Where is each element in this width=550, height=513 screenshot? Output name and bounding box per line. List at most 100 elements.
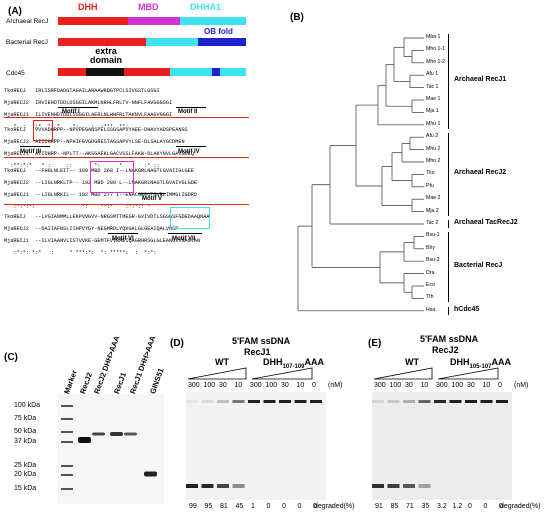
align-block-1: TkoRECJ IRLISRFDADGTAGAILARAAWRDGTPCLSIV… xyxy=(4,82,172,136)
cdc45-ob-bar xyxy=(212,68,220,76)
align-line: MjaRECJ1 --ILVIAANVLISTVVKE-GEMTFVVEAEIQ… xyxy=(4,238,201,244)
motif-4-underline xyxy=(176,146,206,147)
motif-7-underline xyxy=(168,233,202,234)
tree-leaf-label: Dra xyxy=(426,269,435,276)
red-line-3 xyxy=(4,204,249,205)
panel-d-mut: DHH107-109AAA xyxy=(263,357,324,370)
tree-leaf-label: Mba 1 xyxy=(426,34,441,40)
panel-d-mut-suffix: AAA xyxy=(304,357,325,367)
clade-label: hCdc45 xyxy=(454,305,480,313)
product-band xyxy=(387,484,400,488)
panel-d-degraded-label: degraded(%) xyxy=(314,503,355,510)
dhh-label: DHH xyxy=(78,2,98,12)
panel-b-label: (B) xyxy=(290,12,304,23)
conc-label: 100 xyxy=(389,382,402,389)
panel-e-title-2: RecJ2 xyxy=(432,345,459,355)
substrate-band xyxy=(465,400,477,403)
conc-label: 100 xyxy=(203,382,216,389)
marker-label: 15 kDa xyxy=(14,485,37,492)
substrate-band xyxy=(372,400,384,403)
tree-leaf-label: Tth xyxy=(426,294,434,301)
clade-label: Archaeal RecJ1 xyxy=(454,76,507,84)
conc-label: 30 xyxy=(467,382,475,389)
conc-label: 10 xyxy=(482,382,491,389)
panel-e-degraded-label: degraded(%) xyxy=(500,503,541,510)
panel-e-gel xyxy=(372,392,512,500)
marker-band xyxy=(61,465,73,467)
degraded-value: 0 xyxy=(313,503,317,510)
motif-7-label: Motif VII xyxy=(172,236,196,242)
conc-label: 100 xyxy=(265,382,278,389)
tree-leaf-label: Afu 2 xyxy=(426,133,439,140)
panel-a-label: (A) xyxy=(8,6,22,17)
tree-leaf-label: Tac 1 xyxy=(426,83,439,90)
panel-e-mut-prefix: DHH xyxy=(450,357,470,367)
motif-5-underline xyxy=(138,193,166,194)
conc-label: 30 xyxy=(219,382,227,389)
marker-band xyxy=(61,431,73,433)
conc-label: 10 xyxy=(296,382,305,389)
tree-leaf-label: Mho 2 xyxy=(426,158,441,164)
substrate-band xyxy=(418,400,431,403)
motif-5-label: Motif V xyxy=(142,196,162,202)
bacterial-dhha1-bar xyxy=(146,38,198,46)
substrate-band xyxy=(217,400,229,403)
marker-band xyxy=(61,474,73,476)
cdc45-extra-bar xyxy=(86,68,124,76)
panel-d-title-2: RecJ1 xyxy=(244,347,271,357)
clade-label: Archaeal RecJ2 xyxy=(454,169,507,177)
protein-band xyxy=(144,471,157,477)
motif-6-underline xyxy=(108,233,138,234)
cdc45-dhh-bar-1 xyxy=(58,68,86,76)
align-stars: * : *:* ** * *: : :*** **: xyxy=(4,124,129,130)
align-line: MjaRECJ1 ILIVENHDTDDLSSGGILAERLNLHWFRLTA… xyxy=(4,112,173,118)
panel-e-label: (E) xyxy=(368,338,382,349)
align-stars: :*:*: *:* : * ***:*: *: *****: : *:*: xyxy=(4,250,157,256)
conc-label: 10 xyxy=(234,382,243,389)
phylogenetic-tree xyxy=(297,37,424,312)
ob-fold-label: OB fold xyxy=(204,27,233,36)
cdc45-dhha1-bar-2 xyxy=(220,68,246,76)
gel-background xyxy=(372,392,512,500)
red-line-2 xyxy=(4,157,249,158)
gel-background xyxy=(186,392,326,500)
tree-leaf-label: Mhu 2 xyxy=(426,145,441,152)
protein-band xyxy=(110,432,123,436)
degraded-value: 1 xyxy=(251,503,255,510)
substrate-band xyxy=(201,400,214,403)
substrate-band xyxy=(434,400,446,403)
substrate-band xyxy=(496,400,508,403)
motif-2-underline xyxy=(176,107,206,108)
tree-leaf-label: Mhu 1 xyxy=(426,120,441,127)
degraded-value: 0 xyxy=(282,503,286,510)
dhh-box xyxy=(33,120,53,141)
align-line: MjaRECJ1 AIIDHRP--NPLTT--AKSGAEKLGACVSSL… xyxy=(4,151,194,157)
panel-e-mut-sub: 105-107 xyxy=(469,363,492,370)
panel-c-label: (C) xyxy=(4,352,18,363)
product-band xyxy=(372,484,384,488)
product-band xyxy=(217,484,229,488)
tree-leaf-label: Afu 1 xyxy=(426,71,439,78)
align-block-4: TkoRECJ --LVGIANMMLLEKPVVGVV-NRGSMTTMEGR… xyxy=(4,208,209,262)
marker-band xyxy=(61,488,73,490)
tree-leaf-label: Tac 2 xyxy=(426,220,439,226)
marker-label: 75 kDa xyxy=(14,415,37,422)
panel-e-unit: (nM) xyxy=(514,382,529,389)
clade-bar xyxy=(448,306,449,315)
gel-lane-label: Marker xyxy=(62,368,79,396)
degraded-value: 99 xyxy=(189,503,197,510)
conc-label: 0 xyxy=(498,382,502,389)
tree-leaf-label: Tko xyxy=(426,170,435,177)
degraded-value: 0 xyxy=(468,503,472,510)
panel-d-unit: (nM) xyxy=(328,382,343,389)
marker-band xyxy=(61,441,73,443)
bacterial-recj-label: Bacterial RecJ xyxy=(6,39,48,46)
red-line-1 xyxy=(4,117,249,118)
product-band xyxy=(186,484,198,488)
substrate-band xyxy=(248,400,260,403)
marker-band xyxy=(61,405,73,407)
panel-e-wedges xyxy=(373,367,499,380)
degraded-value: 0 xyxy=(297,503,302,510)
degraded-value: 0 xyxy=(499,503,503,510)
conc-label: 30 xyxy=(405,382,413,389)
